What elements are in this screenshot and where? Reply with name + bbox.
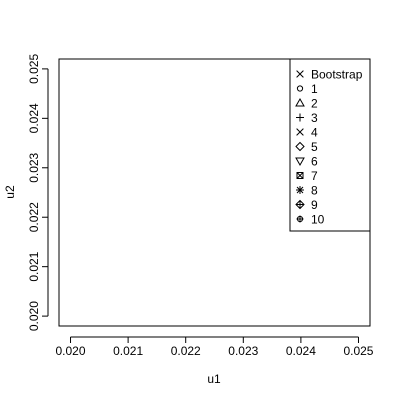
legend-label: 8 xyxy=(311,183,318,197)
y-tick-label: 0.025 xyxy=(27,54,41,84)
y-tick-label: 0.023 xyxy=(27,152,41,182)
legend-label: 10 xyxy=(311,212,325,226)
legend-label: 6 xyxy=(311,154,318,168)
legend-label: 7 xyxy=(311,169,318,183)
y-axis-label: u2 xyxy=(3,185,17,199)
x-tick-label: 0.021 xyxy=(113,344,143,358)
legend-label: 5 xyxy=(311,140,318,154)
legend-label: 2 xyxy=(311,96,318,110)
x-tick-label: 0.020 xyxy=(56,344,86,358)
x-tick-label: 0.025 xyxy=(343,344,373,358)
legend-label: 9 xyxy=(311,198,318,212)
x-axis-label: u1 xyxy=(207,372,221,386)
x-tick-label: 0.023 xyxy=(228,344,258,358)
legend-label: 3 xyxy=(311,111,318,125)
legend-symbol-asterisk-icon xyxy=(296,186,304,194)
y-tick-label: 0.021 xyxy=(27,251,41,281)
x-tick-label: 0.024 xyxy=(286,344,316,358)
legend-label: 4 xyxy=(311,125,318,139)
y-tick-label: 0.024 xyxy=(27,103,41,133)
y-tick-label: 0.020 xyxy=(27,301,41,331)
legend-label: Bootstrap xyxy=(311,67,363,81)
legend-label: 1 xyxy=(311,82,318,96)
x-tick-label: 0.022 xyxy=(171,344,201,358)
y-tick-label: 0.022 xyxy=(27,202,41,232)
